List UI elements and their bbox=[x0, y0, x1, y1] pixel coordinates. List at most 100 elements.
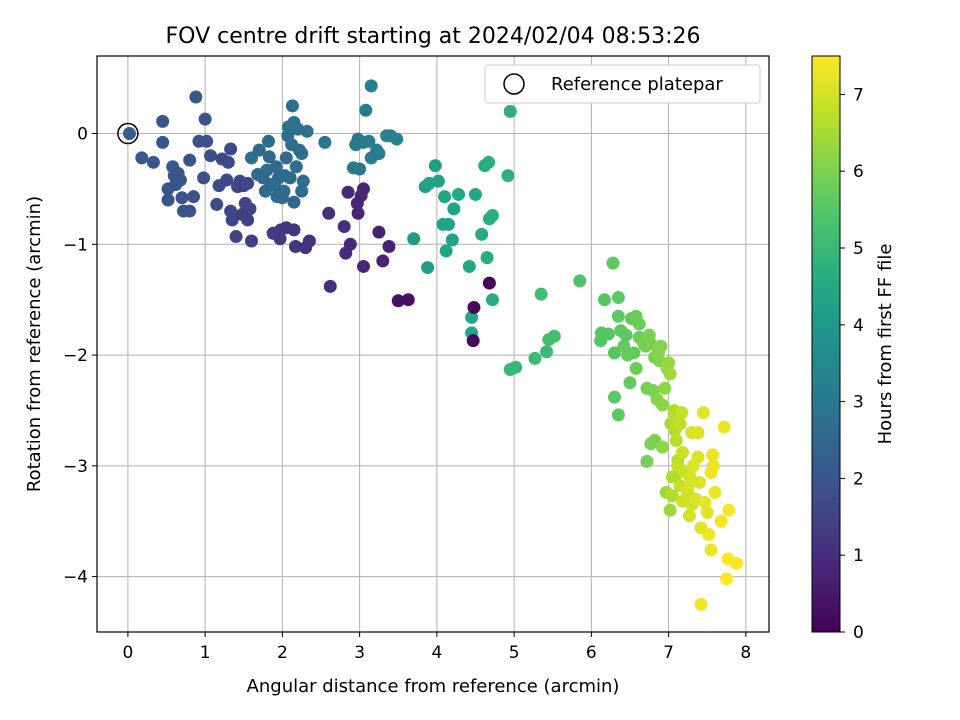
x-tick-label: 7 bbox=[663, 643, 674, 663]
data-point bbox=[295, 146, 309, 160]
data-point bbox=[428, 159, 442, 173]
data-point bbox=[485, 209, 499, 223]
data-point bbox=[220, 173, 234, 187]
x-tick-label: 1 bbox=[200, 643, 211, 663]
data-point bbox=[447, 202, 461, 216]
data-point bbox=[252, 143, 266, 157]
y-tick-label: −1 bbox=[63, 235, 88, 255]
data-point bbox=[682, 509, 696, 523]
legend-box bbox=[484, 64, 761, 104]
data-point bbox=[283, 171, 297, 185]
data-point bbox=[161, 193, 175, 207]
data-point bbox=[175, 191, 189, 205]
data-point bbox=[509, 360, 523, 374]
data-point bbox=[243, 202, 257, 216]
data-point bbox=[534, 287, 548, 301]
data-point bbox=[189, 90, 203, 104]
colorbar-tick-label: 0 bbox=[853, 623, 864, 643]
data-point bbox=[221, 155, 235, 169]
data-point bbox=[720, 572, 734, 586]
data-point bbox=[501, 169, 515, 183]
data-point bbox=[606, 256, 620, 270]
data-point bbox=[698, 495, 712, 509]
y-tick-label: −4 bbox=[63, 568, 88, 588]
data-point bbox=[722, 503, 736, 517]
y-tick-label: −3 bbox=[63, 457, 88, 477]
data-point bbox=[654, 339, 668, 353]
data-point bbox=[382, 240, 396, 254]
data-point bbox=[623, 376, 637, 390]
data-point bbox=[451, 187, 465, 201]
data-point bbox=[421, 261, 435, 275]
data-point bbox=[717, 420, 731, 434]
data-point bbox=[601, 327, 615, 341]
colorbar-tick-label: 3 bbox=[853, 393, 864, 413]
data-point bbox=[204, 149, 218, 163]
data-point bbox=[241, 213, 255, 227]
data-point bbox=[608, 346, 622, 360]
data-point bbox=[540, 345, 554, 359]
data-point bbox=[407, 232, 421, 246]
data-point bbox=[730, 556, 744, 570]
data-point bbox=[197, 171, 211, 185]
data-point bbox=[277, 184, 291, 198]
data-point bbox=[700, 505, 714, 519]
data-point bbox=[364, 79, 378, 93]
data-point bbox=[681, 481, 695, 495]
reference-platepar-marker bbox=[117, 122, 139, 145]
colorbar-tick-label: 4 bbox=[853, 316, 864, 336]
data-point bbox=[665, 489, 679, 503]
data-point bbox=[611, 309, 625, 323]
data-point bbox=[289, 160, 303, 174]
data-point bbox=[269, 160, 283, 174]
x-tick-label: 3 bbox=[354, 643, 365, 663]
data-point bbox=[323, 279, 337, 293]
data-point bbox=[356, 259, 370, 273]
scatter-points bbox=[122, 79, 744, 611]
data-point bbox=[224, 142, 238, 156]
data-point bbox=[351, 206, 365, 220]
grid-lines bbox=[97, 56, 769, 632]
data-point bbox=[353, 162, 367, 176]
data-point bbox=[691, 426, 705, 440]
data-point bbox=[475, 227, 489, 241]
data-point bbox=[287, 223, 301, 237]
data-point bbox=[135, 151, 149, 165]
colorbar-tick-label: 7 bbox=[853, 85, 864, 105]
data-point bbox=[156, 114, 170, 128]
data-point bbox=[658, 381, 672, 395]
data-point bbox=[183, 153, 197, 167]
data-point bbox=[482, 155, 496, 169]
y-tick-label: 0 bbox=[77, 125, 88, 145]
data-point bbox=[503, 104, 517, 118]
colorbar-tick-label: 5 bbox=[853, 239, 864, 259]
data-point bbox=[372, 225, 386, 239]
data-point bbox=[122, 127, 136, 141]
data-point bbox=[289, 240, 303, 254]
data-point bbox=[465, 310, 479, 324]
data-point bbox=[241, 176, 255, 190]
data-point bbox=[359, 103, 373, 117]
x-axis-ticks: 0 1 2 3 4 5 6 7 8 bbox=[122, 632, 751, 663]
data-point bbox=[285, 99, 299, 113]
data-point bbox=[401, 293, 415, 307]
legend: Reference platepar bbox=[484, 64, 761, 104]
data-point bbox=[714, 514, 728, 528]
data-point bbox=[640, 454, 654, 468]
data-point bbox=[200, 134, 214, 148]
data-point bbox=[156, 135, 170, 149]
data-point bbox=[441, 217, 455, 231]
data-point bbox=[210, 197, 224, 211]
data-point bbox=[302, 234, 316, 248]
data-point bbox=[390, 132, 404, 146]
plot-frame bbox=[96, 55, 770, 633]
data-point bbox=[573, 274, 587, 288]
data-point bbox=[611, 408, 625, 422]
colorbar: 0 1 2 3 4 5 6 7 Hours from first FF file bbox=[811, 55, 896, 643]
data-point bbox=[706, 459, 720, 473]
data-point bbox=[244, 234, 258, 248]
data-point bbox=[146, 155, 160, 169]
data-point bbox=[627, 346, 641, 360]
x-axis-label: Angular distance from reference (arcmin) bbox=[247, 676, 620, 697]
x-tick-label: 2 bbox=[277, 643, 288, 663]
